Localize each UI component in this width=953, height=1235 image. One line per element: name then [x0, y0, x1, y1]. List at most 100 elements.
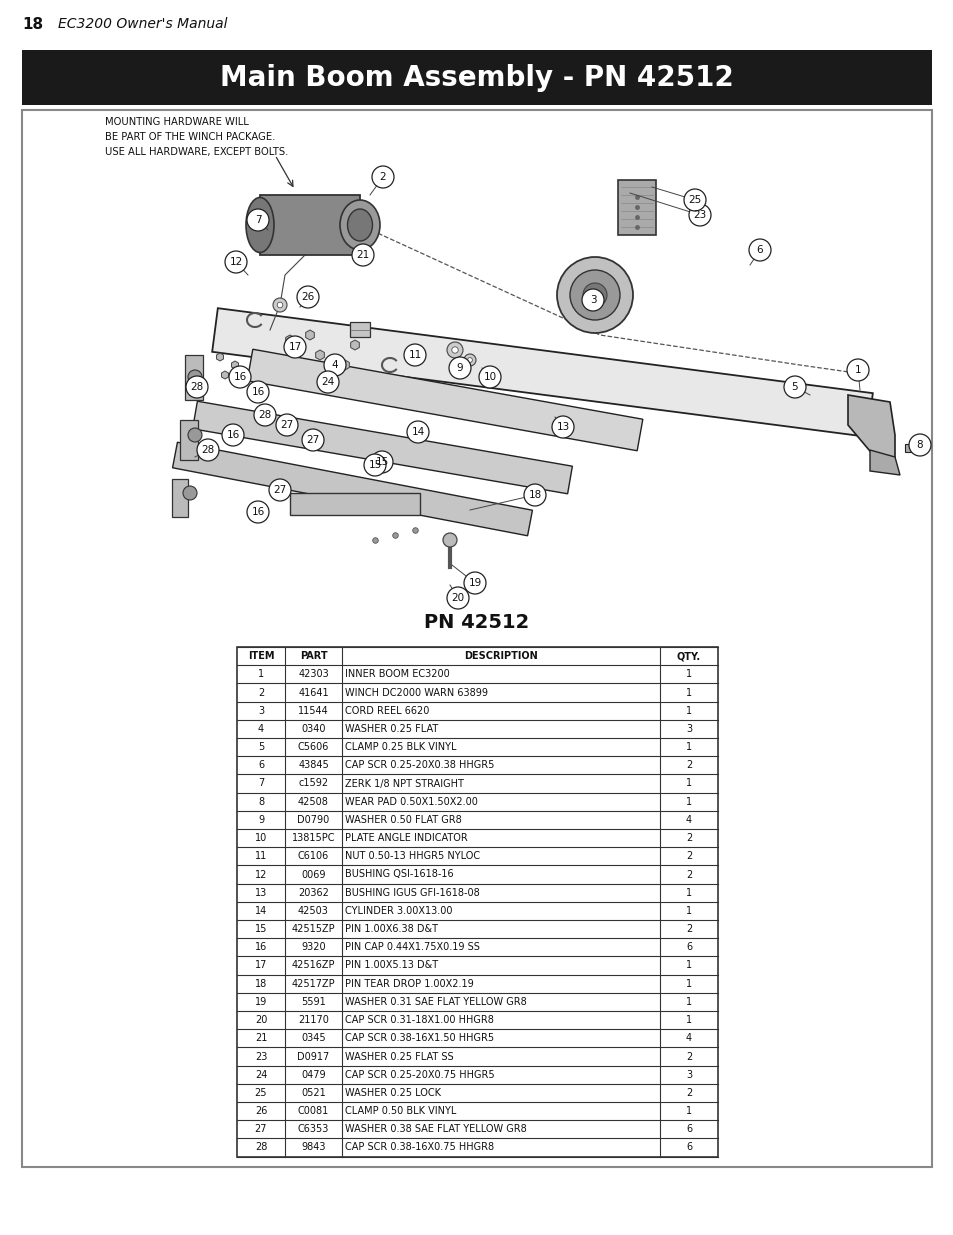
Circle shape — [582, 283, 606, 308]
Text: CAP SCR 0.31-18X1.00 HHGR8: CAP SCR 0.31-18X1.00 HHGR8 — [345, 1015, 494, 1025]
Text: 16: 16 — [251, 387, 264, 396]
Polygon shape — [216, 353, 223, 361]
Text: ZERK 1/8 NPT STRAIGHT: ZERK 1/8 NPT STRAIGHT — [345, 778, 463, 788]
Circle shape — [463, 572, 485, 594]
Text: 1: 1 — [854, 366, 861, 375]
Text: 16: 16 — [254, 942, 267, 952]
Circle shape — [352, 245, 374, 266]
Text: WASHER 0.25 FLAT: WASHER 0.25 FLAT — [345, 724, 437, 734]
Circle shape — [269, 479, 291, 501]
Text: C5606: C5606 — [297, 742, 329, 752]
Circle shape — [552, 416, 574, 438]
Text: 0340: 0340 — [301, 724, 325, 734]
Text: 1: 1 — [685, 688, 691, 698]
Circle shape — [463, 354, 476, 366]
Text: 4: 4 — [332, 359, 338, 370]
Circle shape — [247, 382, 269, 403]
Circle shape — [229, 366, 251, 388]
Text: 2: 2 — [685, 851, 691, 861]
Circle shape — [324, 354, 346, 375]
Ellipse shape — [339, 200, 379, 249]
Bar — [350, 322, 370, 337]
Text: 3: 3 — [685, 1070, 691, 1079]
Circle shape — [523, 484, 545, 506]
Circle shape — [364, 454, 386, 475]
Text: 6: 6 — [685, 1142, 691, 1152]
Text: 27: 27 — [254, 1124, 267, 1134]
Text: 23: 23 — [254, 1051, 267, 1062]
Polygon shape — [212, 309, 872, 437]
Bar — [290, 493, 419, 515]
Text: PIN 1.00X5.13 D&T: PIN 1.00X5.13 D&T — [345, 961, 437, 971]
Text: 11544: 11544 — [297, 705, 329, 716]
Text: D0917: D0917 — [297, 1051, 330, 1062]
Text: 1: 1 — [685, 797, 691, 806]
Text: 27: 27 — [306, 435, 319, 445]
Text: 27: 27 — [280, 420, 294, 430]
Text: 6: 6 — [685, 1124, 691, 1134]
Text: Main Boom Assembly - PN 42512: Main Boom Assembly - PN 42512 — [220, 63, 733, 91]
Text: PIN TEAR DROP 1.00X2.19: PIN TEAR DROP 1.00X2.19 — [345, 978, 474, 989]
Text: 17: 17 — [288, 342, 301, 352]
Text: 1: 1 — [685, 669, 691, 679]
Text: 11: 11 — [408, 350, 421, 359]
Circle shape — [908, 433, 930, 456]
Text: 23: 23 — [693, 210, 706, 220]
Polygon shape — [351, 340, 359, 350]
Polygon shape — [305, 330, 314, 340]
Text: 15: 15 — [375, 457, 388, 467]
Circle shape — [569, 270, 619, 320]
Text: 13: 13 — [556, 422, 569, 432]
Text: 0069: 0069 — [301, 869, 325, 879]
Text: 42517ZP: 42517ZP — [292, 978, 335, 989]
Text: 18: 18 — [22, 17, 43, 32]
Circle shape — [452, 347, 457, 353]
Text: 28: 28 — [191, 382, 203, 391]
Text: 24: 24 — [254, 1070, 267, 1079]
Text: 1: 1 — [685, 1107, 691, 1116]
Text: 0479: 0479 — [301, 1070, 326, 1079]
Polygon shape — [869, 450, 899, 475]
Text: 42515ZP: 42515ZP — [292, 924, 335, 934]
Text: 4: 4 — [685, 815, 691, 825]
Bar — [172, 479, 188, 517]
Polygon shape — [247, 350, 642, 451]
Text: MOUNTING HARDWARE WILL
BE PART OF THE WINCH PACKAGE.
USE ALL HARDWARE, EXCEPT BO: MOUNTING HARDWARE WILL BE PART OF THE WI… — [105, 117, 288, 157]
Circle shape — [188, 370, 202, 384]
Text: 42503: 42503 — [297, 906, 329, 916]
Text: CAP SCR 0.38-16X0.75 HHGR8: CAP SCR 0.38-16X0.75 HHGR8 — [345, 1142, 494, 1152]
Text: 9: 9 — [456, 363, 463, 373]
Text: 4: 4 — [685, 1034, 691, 1044]
Text: 1: 1 — [685, 742, 691, 752]
Text: CAP SCR 0.38-16X1.50 HHGR5: CAP SCR 0.38-16X1.50 HHGR5 — [345, 1034, 494, 1044]
Text: 10: 10 — [483, 372, 497, 382]
Text: 7: 7 — [257, 778, 264, 788]
Text: 16: 16 — [226, 430, 239, 440]
Text: PIN CAP 0.44X1.75X0.19 SS: PIN CAP 0.44X1.75X0.19 SS — [345, 942, 479, 952]
Circle shape — [372, 165, 394, 188]
Text: 2: 2 — [685, 1088, 691, 1098]
Text: CLAMP 0.25 BLK VINYL: CLAMP 0.25 BLK VINYL — [345, 742, 456, 752]
Text: 42516ZP: 42516ZP — [292, 961, 335, 971]
Text: C6106: C6106 — [297, 851, 329, 861]
Text: 19: 19 — [468, 578, 481, 588]
Circle shape — [688, 204, 710, 226]
Polygon shape — [221, 370, 228, 379]
Text: QTY.: QTY. — [677, 651, 700, 661]
Text: DESCRIPTION: DESCRIPTION — [464, 651, 537, 661]
Text: 1: 1 — [685, 888, 691, 898]
Text: CORD REEL 6620: CORD REEL 6620 — [345, 705, 429, 716]
Text: WASHER 0.38 SAE FLAT YELLOW GR8: WASHER 0.38 SAE FLAT YELLOW GR8 — [345, 1124, 526, 1134]
Circle shape — [442, 534, 456, 547]
Circle shape — [275, 414, 297, 436]
Text: 16: 16 — [251, 508, 264, 517]
Text: 2: 2 — [685, 1051, 691, 1062]
Text: 25: 25 — [688, 195, 700, 205]
Text: 1: 1 — [685, 705, 691, 716]
Text: PN 42512: PN 42512 — [424, 613, 529, 631]
Text: 10: 10 — [254, 834, 267, 844]
Text: 28: 28 — [201, 445, 214, 454]
Text: 17: 17 — [254, 961, 267, 971]
Text: 20: 20 — [254, 1015, 267, 1025]
Text: 1: 1 — [685, 1015, 691, 1025]
